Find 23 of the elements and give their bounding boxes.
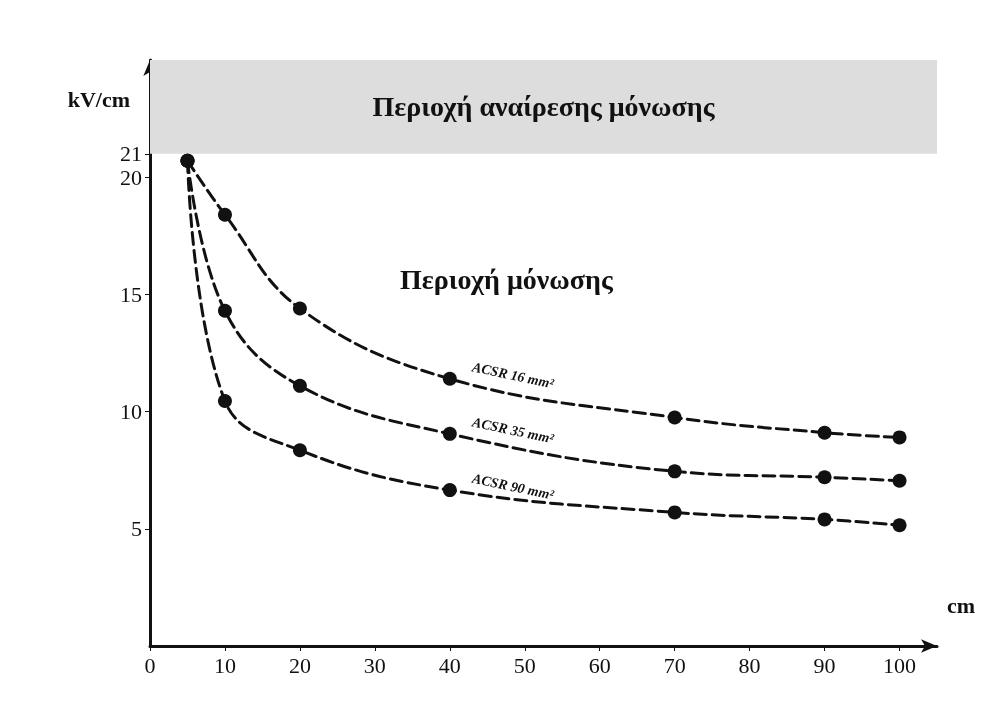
y-axis-title: kV/cm bbox=[67, 86, 130, 112]
x-tick-label: 90 bbox=[813, 652, 836, 678]
y-tick-label: 10 bbox=[120, 399, 142, 425]
x-tick-label: 100 bbox=[883, 652, 917, 678]
x-tick-label: 60 bbox=[588, 652, 611, 678]
annotation: Περιοχή μόνωσης bbox=[400, 263, 614, 295]
y-tick-label: 20 bbox=[120, 164, 142, 190]
y-tick-label: 5 bbox=[131, 516, 142, 542]
x-tick-label: 80 bbox=[738, 652, 761, 678]
y-tick-label: 15 bbox=[120, 281, 142, 307]
x-axis-title: cm bbox=[947, 592, 976, 618]
band-label: Περιοχή αναίρεσης μόνωσης bbox=[372, 91, 716, 123]
x-tick-label: 50 bbox=[513, 652, 536, 678]
text: ACSR 35 mm² bbox=[470, 414, 556, 447]
x-tick-label: 30 bbox=[363, 652, 386, 678]
text: ACSR 16 mm² bbox=[470, 359, 556, 392]
x-tick-label: 70 bbox=[663, 652, 686, 678]
x-tick-label: 0 bbox=[144, 652, 156, 678]
x-tick-label: 20 bbox=[288, 652, 311, 678]
text: ACSR 90 mm² bbox=[470, 470, 556, 503]
x-tick-label: 10 bbox=[213, 652, 236, 678]
x-tick-label: 40 bbox=[438, 652, 461, 678]
y-tick-label: 21 bbox=[120, 141, 142, 167]
